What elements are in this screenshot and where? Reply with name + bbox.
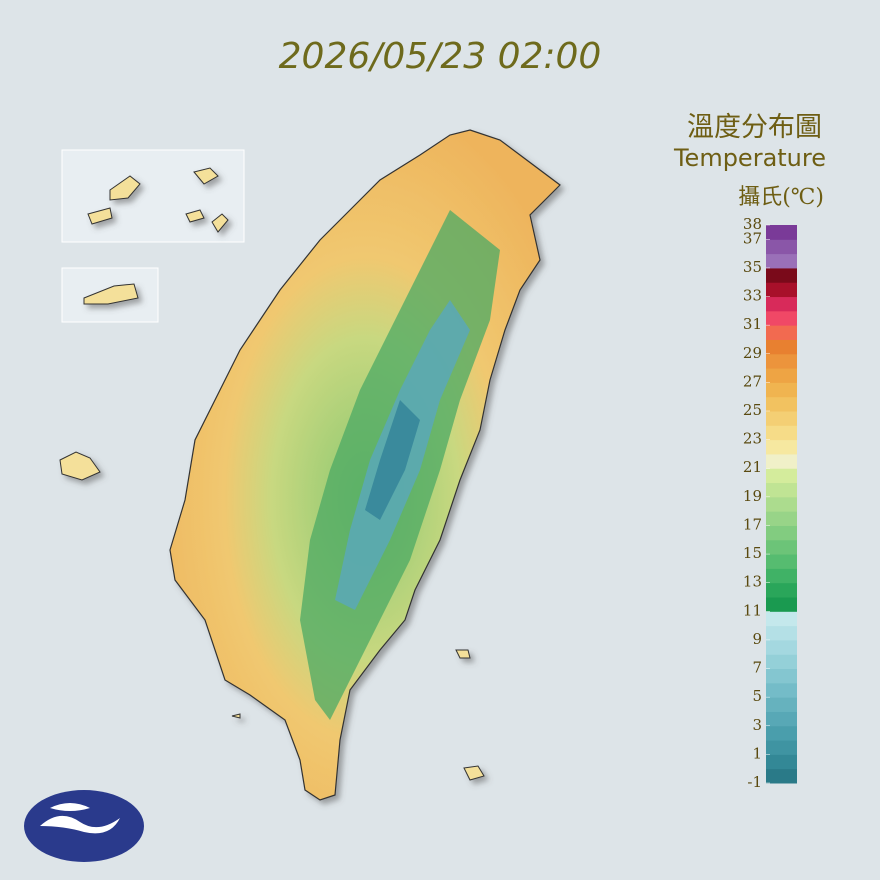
legend-swatch <box>766 582 797 598</box>
legend-swatch <box>766 425 797 441</box>
legend-tick-label: 37 <box>743 229 762 247</box>
legend-swatch <box>766 353 797 369</box>
unit: 攝氏(℃) <box>738 185 824 210</box>
peak-zone <box>365 400 420 520</box>
title: 溫度分布圖 <box>687 112 822 143</box>
legend-swatch <box>766 697 797 712</box>
legend-tick-label: 17 <box>743 515 762 533</box>
legend-swatch <box>766 339 797 355</box>
legend-swatch <box>766 239 797 255</box>
legend-swatch <box>766 396 797 412</box>
inset-box <box>61 149 245 243</box>
legend-tick-label: 13 <box>743 573 762 591</box>
legend-swatch <box>766 711 797 727</box>
legend-tick-label: 27 <box>743 372 762 390</box>
legend-swatch <box>766 754 797 770</box>
legend-swatch <box>766 768 797 784</box>
legend-tick-label: 21 <box>743 458 762 476</box>
legend-swatch <box>766 625 797 641</box>
legend-tick-label: 9 <box>752 630 762 648</box>
subtitle: Temperature <box>673 144 826 172</box>
logo-mark <box>40 803 120 834</box>
legend-swatch <box>766 382 797 398</box>
legend-tick-label: 19 <box>743 487 762 505</box>
timestamp: 2026/05/23 02:00 <box>279 36 602 77</box>
islands <box>59 167 485 781</box>
legend-swatch <box>766 453 797 469</box>
legend-swatch <box>766 554 797 569</box>
legend-swatch <box>766 568 797 584</box>
legend-tick-label: 29 <box>743 344 762 362</box>
legend-swatch <box>766 611 797 627</box>
legend-swatch <box>766 496 797 512</box>
legend-swatch <box>766 310 797 326</box>
legend-swatch <box>766 267 797 283</box>
legend-swatch <box>766 597 797 612</box>
legend-tick-label: 3 <box>752 716 762 734</box>
legend-swatch <box>766 439 797 455</box>
legend-tick-label: -1 <box>747 773 762 791</box>
legend-tick-label: 38 <box>743 215 762 233</box>
legend-swatch <box>766 368 797 383</box>
legend-tick-label: 5 <box>752 687 762 705</box>
legend-swatch <box>766 539 797 555</box>
legend-tick-label: 1 <box>752 744 762 762</box>
legend-tick-label: 15 <box>743 544 762 562</box>
legend-tick-label: 35 <box>743 258 762 276</box>
legend-swatch <box>766 511 797 526</box>
legend-tick-label: 33 <box>743 287 762 305</box>
legend-tick-label: 25 <box>743 401 762 419</box>
legend-swatch <box>766 482 797 498</box>
legend-swatch <box>766 639 797 655</box>
legend-swatch <box>766 668 797 684</box>
legend-tick-label: 7 <box>752 659 762 677</box>
legend-swatch <box>766 682 797 698</box>
legend-swatch <box>766 253 797 269</box>
legend-swatch <box>766 411 797 426</box>
legend-swatch <box>766 225 797 240</box>
legend-swatch <box>766 282 797 298</box>
legend-tick-label: 23 <box>743 430 762 448</box>
legend-swatch <box>766 325 797 340</box>
legend-swatch <box>766 654 797 670</box>
legend-tick-label: 31 <box>743 315 762 333</box>
legend-swatch <box>766 740 797 755</box>
legend-swatch <box>766 525 797 541</box>
legend-swatch <box>766 468 797 484</box>
legend-tick-label: 11 <box>743 601 762 619</box>
legend-swatch <box>766 725 797 741</box>
legend-swatch <box>766 296 797 312</box>
